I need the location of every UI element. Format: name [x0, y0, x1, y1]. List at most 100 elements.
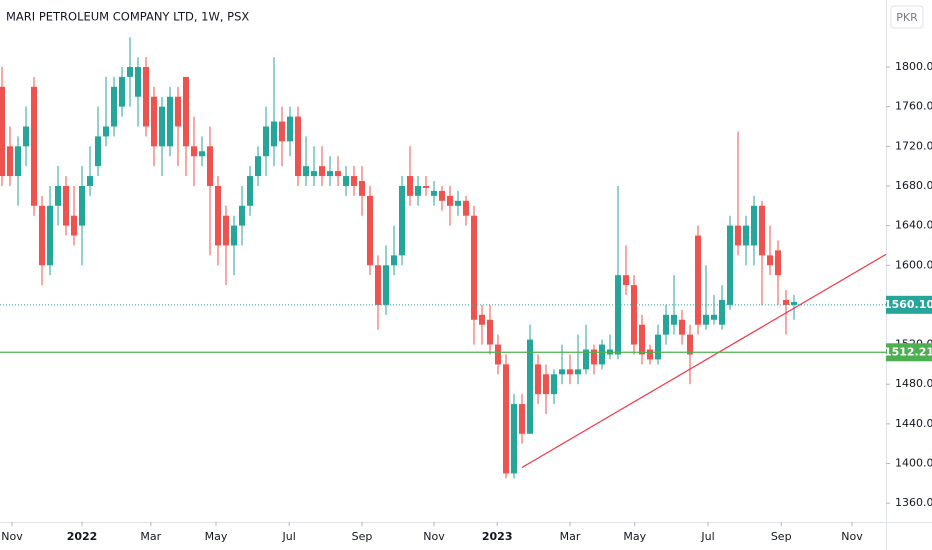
candle-body	[407, 176, 413, 196]
y-tick-label: 1400.00	[895, 457, 932, 470]
candle-body	[647, 349, 653, 360]
last-price-label: 1560.10	[884, 298, 932, 311]
x-tick-label: Nov	[1, 530, 23, 543]
trendline	[521, 253, 887, 468]
candle-body	[175, 96, 181, 127]
y-tick-label: 1440.00	[895, 417, 932, 430]
currency-label: PKR	[896, 11, 918, 24]
candle-body	[567, 369, 573, 375]
candle-body	[295, 116, 301, 177]
candle-body	[759, 205, 765, 256]
candle-body	[87, 176, 93, 186]
y-tick-label: 1640.00	[895, 219, 932, 232]
candle-body	[599, 344, 605, 365]
candle-body	[135, 67, 141, 97]
candle-body	[95, 136, 101, 167]
candle-body	[543, 374, 549, 395]
candle-body	[695, 235, 701, 325]
x-tick-label: 2022	[67, 530, 98, 543]
candle-body	[351, 176, 357, 186]
x-tick-label: Jul	[700, 530, 714, 543]
candle-body	[591, 349, 597, 365]
candle-body	[479, 314, 485, 325]
hline-price-tag	[886, 343, 932, 362]
candle-body	[71, 215, 77, 236]
y-tick-label: 1680.00	[895, 179, 932, 192]
candle-body	[367, 195, 373, 266]
candle-body	[151, 96, 157, 147]
candle-body	[383, 265, 389, 305]
candle-body	[279, 121, 285, 142]
candle-body	[711, 314, 717, 320]
x-tick-label: Nov	[423, 530, 445, 543]
candle-body	[15, 146, 21, 177]
hline-price-label: 1512.21	[884, 345, 932, 358]
candle-body	[535, 364, 541, 395]
candle-body	[751, 205, 757, 246]
candle-body	[503, 364, 509, 474]
candle-body	[399, 185, 405, 256]
candle-body	[727, 225, 733, 305]
x-tick-label: Nov	[841, 530, 863, 543]
candle-body	[775, 250, 781, 276]
x-tick-label: Mar	[560, 530, 581, 543]
candle-body	[271, 121, 277, 147]
candle-body	[447, 195, 453, 206]
x-tick-label: Sep	[352, 530, 373, 543]
x-tick-label: Mar	[140, 530, 161, 543]
candle-body	[79, 185, 85, 226]
candle-body	[679, 319, 685, 335]
candle-body	[519, 404, 525, 434]
x-tick-label: May	[623, 530, 646, 543]
candle-body	[111, 86, 117, 127]
candle-body	[703, 314, 709, 325]
candle-body	[423, 185, 429, 188]
candle-body	[287, 116, 293, 142]
candle-body	[623, 275, 629, 286]
candle-body	[391, 255, 397, 266]
candle-body	[39, 205, 45, 266]
x-tick-label: May	[205, 530, 228, 543]
candle-body	[615, 275, 621, 355]
candle-body	[375, 265, 381, 305]
candle-body	[303, 166, 309, 177]
candle-body	[159, 106, 165, 147]
candle-body	[719, 299, 725, 325]
candle-body	[23, 126, 29, 147]
currency-box[interactable]	[890, 5, 924, 29]
candle-body	[207, 146, 213, 186]
candle-body	[7, 146, 13, 177]
candle-body	[511, 404, 517, 474]
candle-body	[439, 190, 445, 201]
y-tick-label: 1600.00	[895, 258, 932, 271]
x-tick-label: 2023	[482, 530, 513, 543]
y-tick-label: 1720.00	[895, 139, 932, 152]
candle-body	[239, 205, 245, 226]
candle-body	[103, 126, 109, 137]
candle-body	[127, 67, 133, 77]
candle-body	[343, 176, 349, 186]
candle-body	[575, 369, 581, 375]
candle-body	[47, 205, 53, 266]
candle-body	[455, 200, 461, 206]
candle-body	[263, 126, 269, 157]
candle-body	[463, 200, 469, 216]
candle-body	[55, 185, 61, 206]
candle-body	[319, 166, 325, 177]
candle-body	[687, 334, 693, 355]
candle-body	[495, 344, 501, 365]
candle-body	[559, 369, 565, 375]
candle-body	[223, 215, 229, 246]
candle-body	[335, 171, 341, 177]
candle-body	[551, 374, 557, 395]
candle-body	[527, 339, 533, 434]
candle-body	[231, 225, 237, 246]
candle-body	[63, 185, 69, 226]
candle-body	[743, 225, 749, 246]
candle-body	[183, 76, 189, 147]
candle-body	[215, 185, 221, 246]
x-tick-label: Jul	[282, 530, 296, 543]
candle-body	[415, 185, 421, 196]
candle-body	[255, 156, 261, 177]
x-tick-label: Sep	[771, 530, 792, 543]
